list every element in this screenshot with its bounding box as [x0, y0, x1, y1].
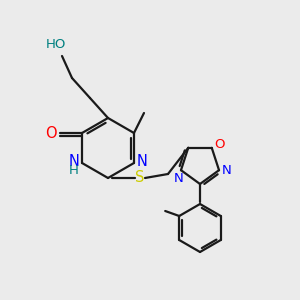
Text: N: N: [69, 154, 80, 169]
Text: N: N: [136, 154, 147, 169]
Text: S: S: [135, 170, 145, 185]
Text: O: O: [214, 138, 225, 151]
Text: H: H: [69, 164, 79, 178]
Text: N: N: [222, 164, 232, 177]
Text: O: O: [45, 125, 57, 140]
Text: N: N: [174, 172, 184, 185]
Text: HO: HO: [46, 38, 66, 52]
